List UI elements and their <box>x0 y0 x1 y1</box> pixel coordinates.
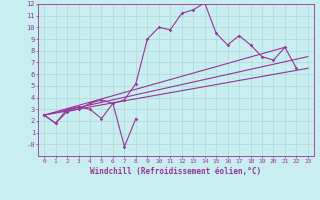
X-axis label: Windchill (Refroidissement éolien,°C): Windchill (Refroidissement éolien,°C) <box>91 167 261 176</box>
